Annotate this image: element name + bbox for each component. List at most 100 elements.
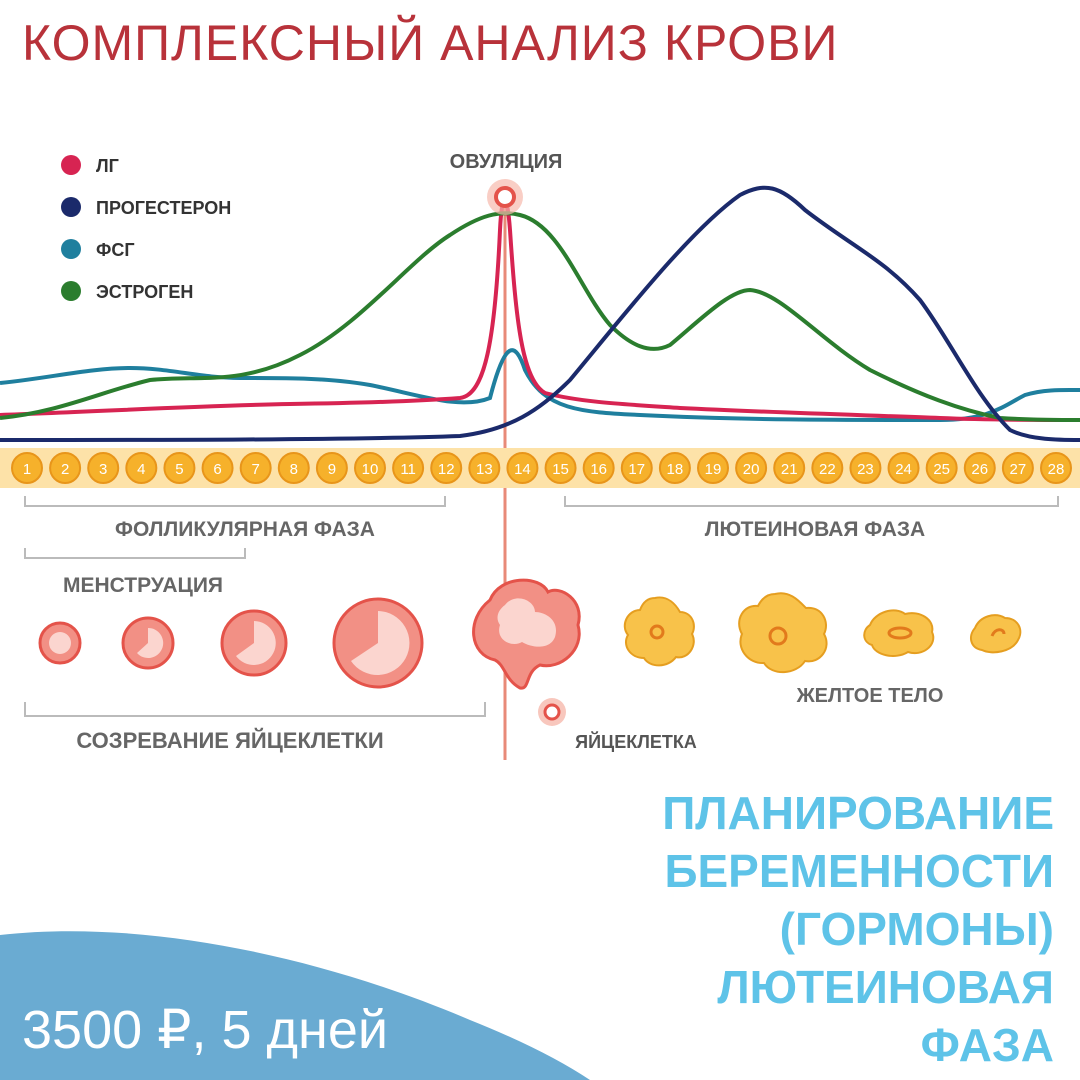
luteal-phase-bracket [564, 496, 1059, 507]
day-marker-3 [87, 452, 120, 484]
day-label-24: 24 [895, 461, 912, 478]
day-label-16: 16 [590, 461, 607, 478]
day-marker-17 [620, 452, 653, 484]
day-marker-15 [544, 452, 577, 484]
follicle-stage-4 [332, 597, 424, 689]
day-markers: 1 2 3 4 5 6 7 8 9 10 11 12 13 14 15 16 17 18 19 20 21 22 23 24 2… [11, 452, 1072, 484]
day-label-9: 9 [328, 461, 336, 478]
day-label-13: 13 [476, 461, 493, 478]
day-label-6: 6 [213, 461, 221, 478]
page-title: КОМПЛЕКСНЫЙ АНАЛИЗ КРОВИ [22, 15, 839, 71]
curve-estrogen [0, 211, 1080, 422]
legend-dot-estrogen [61, 281, 81, 301]
day-label-22: 22 [819, 461, 836, 478]
day-label-20: 20 [743, 461, 760, 478]
day-marker-27 [1001, 452, 1034, 484]
curve-lh [0, 198, 1080, 422]
day-marker-14 [506, 452, 539, 484]
promo-line-4: ЛЮТЕИНОВАЯ [717, 961, 1054, 1013]
follicular-phase-label: ФОЛЛИКУЛЯРНАЯ ФАЗА [115, 518, 375, 541]
follicle-stages [38, 578, 581, 726]
day-marker-11 [392, 452, 425, 484]
maturation-label: СОЗРЕВАНИЕ ЯЙЦЕКЛЕТКИ [76, 728, 383, 753]
menstruation-label: МЕНСТРУАЦИЯ [63, 574, 223, 597]
day-marker-22 [811, 452, 844, 484]
legend-item-fsh: ФСГ [61, 239, 135, 260]
day-marker-19 [697, 452, 729, 484]
day-marker-10 [354, 452, 386, 484]
follicle-stage-3 [220, 609, 288, 677]
legend-label-progesterone: ПРОГЕСТЕРОН [96, 198, 231, 218]
day-marker-24 [887, 452, 920, 484]
day-label-1: 1 [23, 461, 31, 478]
legend-dot-progesterone [61, 197, 81, 217]
day-marker-13 [468, 452, 501, 484]
promo-line-2: БЕРЕМЕННОСТИ [664, 845, 1054, 897]
legend-label-lh: ЛГ [96, 156, 119, 176]
day-marker-16 [582, 452, 615, 484]
legend-item-lh: ЛГ [61, 155, 119, 176]
menstruation-bracket [24, 548, 246, 559]
promo-line-5: ФАЗА [920, 1019, 1054, 1071]
day-marker-9 [315, 452, 348, 484]
corpus-luteum-stage-1 [623, 596, 695, 667]
day-marker-2 [49, 452, 82, 484]
day-label-3: 3 [99, 461, 107, 478]
day-marker-25 [925, 452, 958, 484]
follicular-phase-bracket [24, 496, 446, 507]
day-marker-23 [849, 452, 882, 484]
day-marker-5 [163, 452, 196, 484]
follicle-stage-2 [121, 616, 175, 670]
day-marker-1 [11, 452, 43, 484]
day-marker-20 [735, 452, 768, 484]
day-label-28: 28 [1048, 461, 1065, 478]
price-label: 3500 ₽, 5 дней [22, 1000, 389, 1060]
day-label-18: 18 [667, 461, 684, 478]
promo-text: ПЛАНИРОВАНИЕ БЕРЕМЕННОСТИ (ГОРМОНЫ) ЛЮТЕ… [662, 784, 1054, 1074]
legend-item-estrogen: ЭСТРОГЕН [61, 281, 193, 302]
follicle-stage-1 [38, 621, 82, 665]
day-marker-12 [430, 452, 463, 484]
egg-cell [538, 698, 566, 726]
ovulation-marker [494, 186, 516, 208]
day-label-19: 19 [705, 461, 722, 478]
day-marker-8 [277, 452, 310, 484]
day-marker-6 [201, 452, 234, 484]
day-label-11: 11 [400, 461, 416, 478]
promo-line-3: (ГОРМОНЫ) [779, 903, 1054, 955]
legend-item-progesterone: ПРОГЕСТЕРОН [61, 197, 231, 218]
day-marker-26 [963, 452, 996, 484]
day-marker-18 [658, 452, 691, 484]
luteal-phase-label: ЛЮТЕИНОВАЯ ФАЗА [705, 518, 925, 541]
day-label-21: 21 [781, 461, 798, 478]
day-label-27: 27 [1010, 461, 1027, 478]
day-marker-4 [125, 452, 158, 484]
day-label-7: 7 [251, 461, 259, 478]
ovulation-label: ОВУЛЯЦИЯ [450, 151, 563, 173]
maturation-bracket [24, 702, 486, 717]
legend-label-estrogen: ЭСТРОГЕН [96, 282, 193, 302]
day-label-23: 23 [857, 461, 874, 478]
corpus-luteum-stage-2 [738, 592, 828, 674]
day-label-26: 26 [971, 461, 988, 478]
day-marker-28 [1040, 452, 1072, 484]
day-label-4: 4 [137, 461, 145, 478]
day-label-17: 17 [628, 461, 645, 478]
day-marker-7 [239, 452, 272, 484]
promo-line-1: ПЛАНИРОВАНИЕ [662, 787, 1054, 839]
day-label-12: 12 [438, 461, 455, 478]
day-label-25: 25 [933, 461, 950, 478]
egg-cell-label: ЯЙЦЕКЛЕТКА [575, 731, 697, 752]
day-label-8: 8 [290, 461, 298, 478]
day-label-5: 5 [175, 461, 183, 478]
price-banner [0, 931, 590, 1080]
follicle-ruptured [472, 578, 581, 690]
corpus-luteum-stage-4 [969, 614, 1022, 654]
corpus-luteum-stages [623, 592, 1022, 674]
legend-dot-fsh [61, 239, 81, 259]
corpus-luteum-stage-3 [863, 609, 935, 657]
legend-dot-lh [61, 155, 81, 175]
day-label-10: 10 [362, 461, 379, 478]
day-marker-21 [773, 452, 806, 484]
